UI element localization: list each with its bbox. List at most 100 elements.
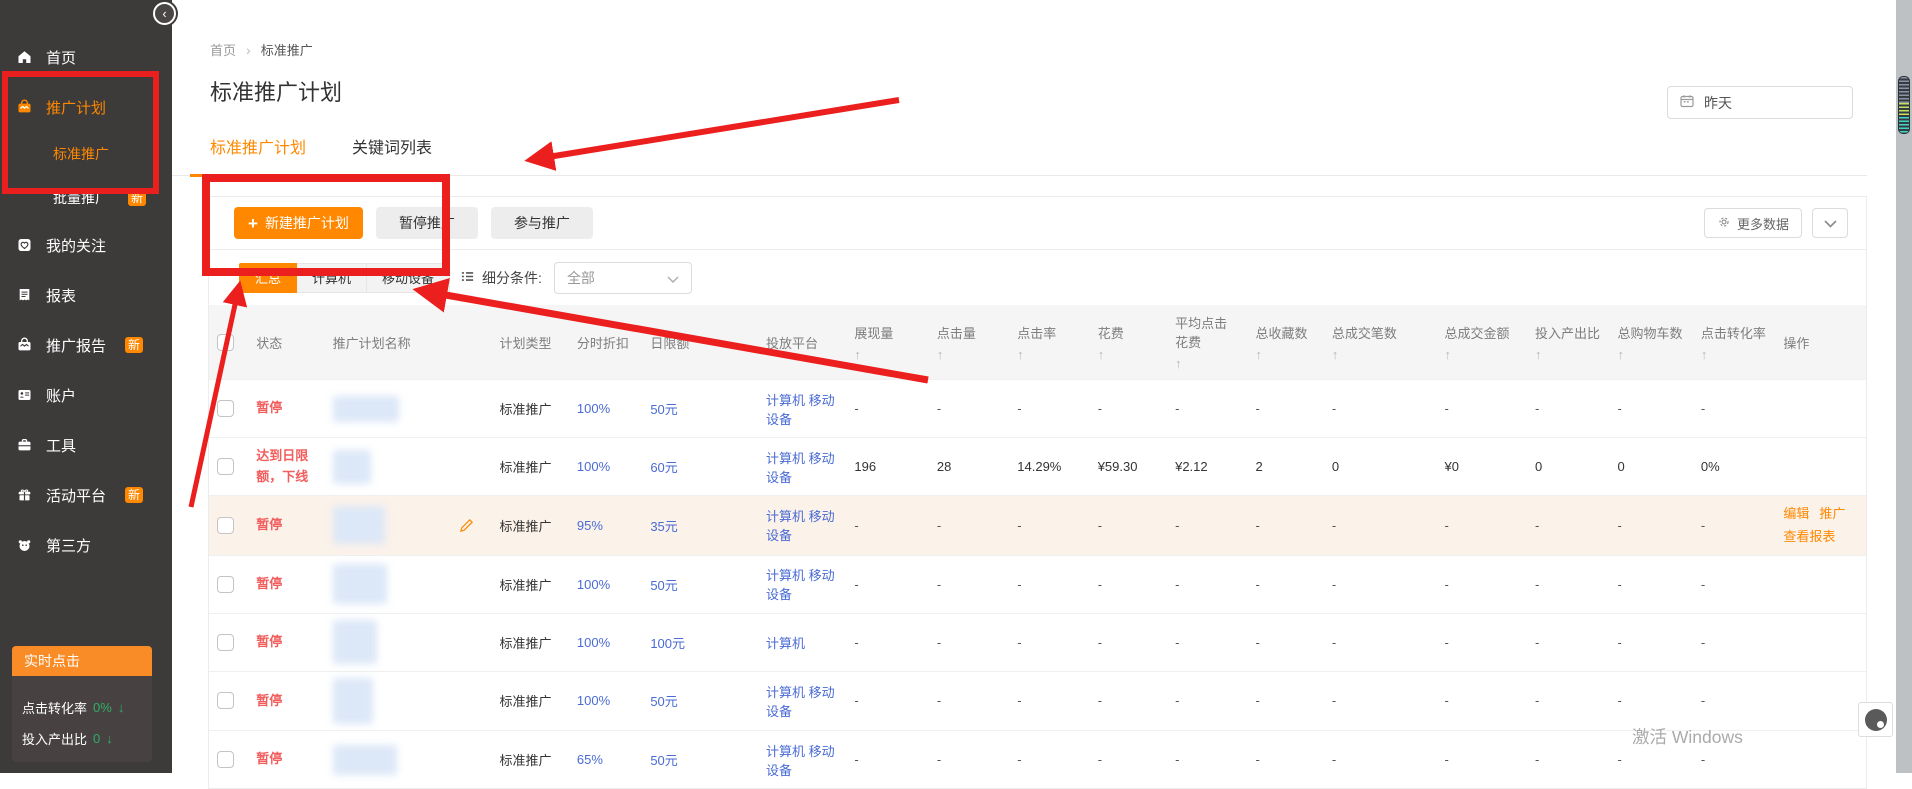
platform-link[interactable]: 移动设备 — [765, 568, 835, 603]
row-checkbox[interactable] — [217, 458, 234, 475]
discount-link[interactable]: 100% — [576, 401, 611, 416]
col-favorites[interactable]: 总收藏数 ↑ — [1247, 305, 1324, 380]
segment-移动设备[interactable]: 移动设备 — [367, 262, 451, 293]
sort-up-icon[interactable]: ↑ — [1444, 346, 1452, 362]
col-ctr[interactable]: 点击率 ↑ — [1009, 305, 1090, 380]
platform-link[interactable]: 计算机 — [765, 392, 805, 408]
platform-link[interactable]: 计算机 — [765, 568, 805, 584]
col-clicks[interactable]: 点击量 ↑ — [928, 305, 1010, 380]
sort-up-icon[interactable]: ↑ — [1331, 346, 1339, 362]
platform-link[interactable]: 计算机 — [765, 509, 805, 525]
sort-up-icon[interactable]: ↑ — [936, 346, 944, 362]
sort-up-icon[interactable]: ↑ — [1535, 346, 1542, 362]
sidebar-item-账户[interactable]: 账户 — [0, 370, 172, 420]
col-roi[interactable]: 投入产出比 ↑ — [1527, 305, 1610, 380]
action-link[interactable]: 查看报表 — [1783, 529, 1836, 545]
action-link[interactable]: 推广 — [1819, 506, 1846, 521]
page-scrollbar-thumb[interactable] — [1898, 76, 1910, 134]
expand-columns-button[interactable] — [1812, 208, 1848, 238]
segment-汇总[interactable]: 汇总 — [239, 262, 298, 293]
sidebar-item-我的关注[interactable]: 我的关注 — [0, 220, 172, 270]
calendar-icon — [1680, 94, 1694, 111]
platform-link[interactable]: 移动设备 — [765, 392, 835, 427]
platform-link[interactable]: 计算机 — [765, 635, 805, 651]
row-checkbox[interactable] — [217, 751, 234, 769]
floating-helper-button[interactable] — [1858, 702, 1893, 737]
sort-up-icon[interactable]: ↑ — [1255, 346, 1263, 362]
row-checkbox[interactable] — [217, 400, 234, 417]
sort-up-icon[interactable]: ↑ — [854, 346, 861, 362]
segment-计算机[interactable]: 计算机 — [297, 262, 368, 293]
col-orders[interactable]: 总成交笔数 ↑ — [1323, 305, 1437, 380]
discount-link[interactable]: 65% — [576, 752, 603, 768]
row-checkbox[interactable] — [217, 575, 234, 593]
action-link[interactable]: 编辑 — [1783, 506, 1810, 521]
daily-limit-link[interactable]: 50元 — [650, 577, 678, 593]
sort-up-icon[interactable]: ↑ — [1175, 356, 1182, 371]
daily-limit-link[interactable]: 50元 — [650, 402, 678, 417]
daily-limit-link[interactable]: 60元 — [650, 460, 678, 475]
metric-value: - — [1175, 517, 1180, 533]
discount-link[interactable]: 100% — [576, 459, 611, 474]
sort-up-icon[interactable]: ↑ — [1097, 346, 1105, 362]
breadcrumb-home[interactable]: 首页 — [210, 43, 237, 58]
daily-limit-link[interactable]: 50元 — [650, 753, 678, 769]
sidebar-item-标准推广[interactable]: 标准推广 — [0, 132, 172, 176]
sidebar-item-报表[interactable]: 报表 — [0, 270, 172, 320]
platform-link[interactable]: 移动设备 — [765, 684, 835, 719]
campaign-card: + 新建推广计划 暂停推广 参与推广 更多数据 汇总 — [208, 196, 1867, 789]
new-campaign-button[interactable]: + 新建推广计划 — [234, 207, 363, 239]
segment-condition-select[interactable]: 全部 — [553, 261, 692, 294]
sort-up-icon[interactable]: ↑ — [1017, 346, 1024, 362]
col-cost[interactable]: 花费 ↑ — [1089, 305, 1168, 380]
daily-limit-link[interactable]: 100元 — [650, 635, 686, 651]
metric-value: - — [1617, 517, 1622, 533]
discount-link[interactable]: 100% — [576, 693, 611, 709]
col-carts[interactable]: 总购物车数 ↑ — [1609, 305, 1693, 380]
col-order_amount[interactable]: 总成交金额 ↑ — [1436, 305, 1528, 380]
discount-link[interactable]: 95% — [576, 517, 603, 533]
sidebar-item-第三方[interactable]: 第三方 — [0, 520, 172, 570]
join-campaign-button[interactable]: 参与推广 — [490, 207, 593, 239]
row-checkbox[interactable] — [217, 633, 234, 651]
sidebar-item-工具[interactable]: 工具 — [0, 420, 172, 470]
metric-value: - — [1617, 401, 1622, 416]
date-range-picker[interactable]: 昨天 — [1667, 86, 1853, 119]
platform-link[interactable]: 计算机 — [765, 450, 805, 466]
col-impressions[interactable]: 展现量 ↑ — [846, 305, 929, 380]
row-checkbox[interactable] — [217, 692, 234, 710]
sidebar-collapse-button[interactable]: ‹ — [153, 2, 176, 25]
daily-limit-link[interactable]: 50元 — [650, 694, 678, 710]
platform-link[interactable]: 计算机 — [765, 743, 805, 759]
daily-limit-link[interactable]: 35元 — [650, 518, 678, 534]
select-all-checkbox[interactable] — [217, 333, 234, 351]
col-label: 花费 — [1097, 325, 1124, 341]
sidebar-item-推广报告[interactable]: 推广报告 新 — [0, 320, 172, 370]
sort-up-icon[interactable]: ↑ — [1617, 346, 1624, 362]
metric-value: - — [1331, 634, 1337, 650]
realtime-clicks-widget: 实时点击 点击转化率 0% ↓ 投入产出比 0 ↓ — [12, 646, 152, 762]
col-cvr[interactable]: 点击转化率 ↑ — [1692, 305, 1776, 380]
discount-link[interactable]: 100% — [576, 634, 611, 650]
platform-link[interactable]: 移动设备 — [765, 450, 835, 485]
status-text: 达到日限额，下线 — [256, 448, 309, 484]
sidebar-item-批量推广[interactable]: 批量推广 新 — [0, 176, 172, 220]
row-checkbox[interactable] — [217, 516, 234, 534]
tab-keyword-list[interactable]: 关键词列表 — [352, 140, 433, 157]
platform-link[interactable]: 计算机 — [765, 684, 805, 700]
sidebar-item-首页[interactable]: 首页 — [0, 32, 172, 82]
platform-link[interactable]: 移动设备 — [765, 509, 835, 544]
sidebar-item-活动平台[interactable]: 活动平台 新 — [0, 470, 172, 520]
col-avg_cpc[interactable]: 平均点击花费 ↑ — [1167, 305, 1248, 380]
sidebar-item-推广计划[interactable]: 推广计划 — [0, 82, 172, 132]
metric-value: - — [1255, 576, 1260, 592]
edit-pencil-icon[interactable] — [459, 518, 474, 533]
sort-up-icon[interactable]: ↑ — [1700, 346, 1708, 362]
discount-link[interactable]: 100% — [576, 576, 611, 592]
page-scrollbar-track[interactable] — [1896, 0, 1912, 773]
tab-standard-campaigns[interactable]: 标准推广计划 — [189, 134, 327, 177]
metric-value: - — [1175, 693, 1180, 709]
table-row: 暂停 标准推广 100% 100元 计算机 - - - - - - - - - - - — [209, 612, 1866, 672]
more-data-button[interactable]: 更多数据 — [1703, 208, 1802, 238]
pause-campaign-button[interactable]: 暂停推广 — [375, 207, 478, 239]
